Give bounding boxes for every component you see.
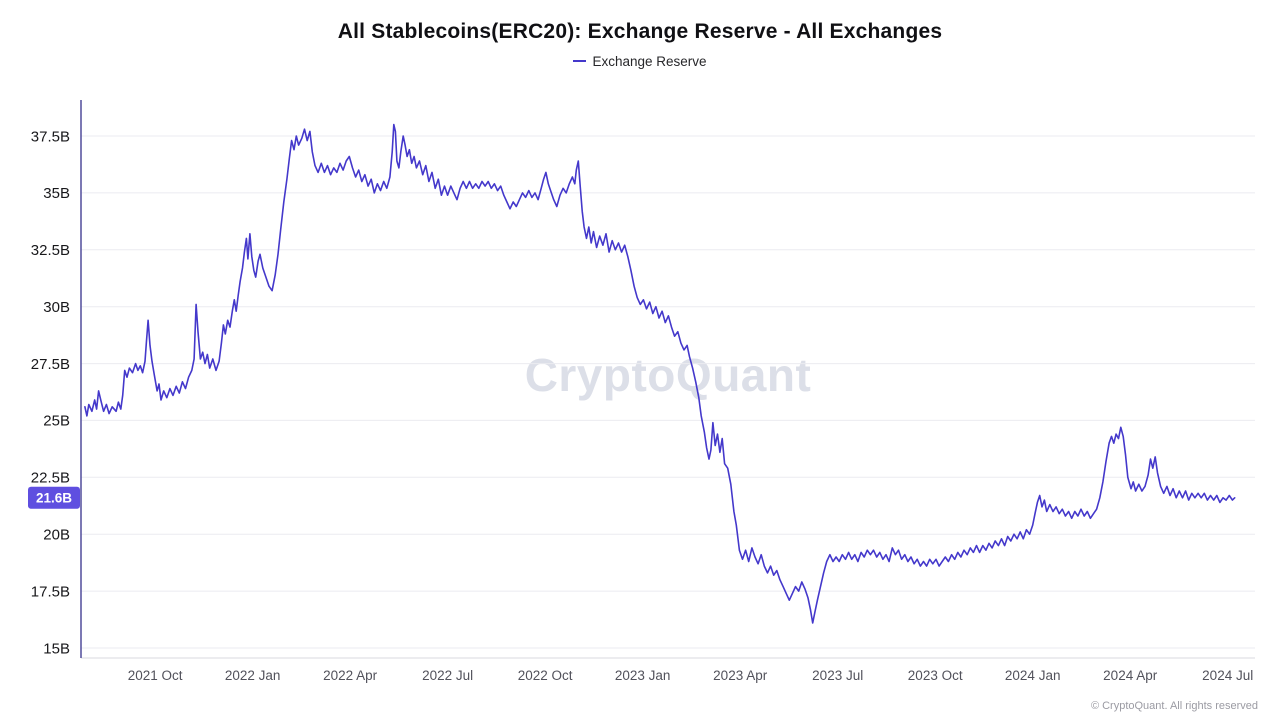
y-tick-label: 22.5B	[31, 470, 70, 487]
x-tick-label: 2024 Apr	[1103, 668, 1158, 683]
x-tick-label: 2022 Oct	[518, 668, 573, 683]
y-tick-label: 25B	[43, 413, 70, 430]
x-tick-label: 2022 Jan	[225, 668, 281, 683]
y-tick-label: 15B	[43, 640, 70, 657]
y-tick-label: 27.5B	[31, 356, 70, 373]
x-tick-label: 2023 Jul	[812, 668, 863, 683]
y-tick-label: 20B	[43, 526, 70, 543]
y-tick-label: 37.5B	[31, 128, 70, 145]
y-tick-label: 17.5B	[31, 583, 70, 600]
y-tick-label: 32.5B	[31, 242, 70, 259]
current-value-label: 21.6B	[36, 491, 72, 506]
x-tick-label: 2021 Oct	[128, 668, 183, 683]
x-tick-label: 2023 Oct	[908, 668, 963, 683]
x-tick-label: 2022 Jul	[422, 668, 473, 683]
legend-line-icon	[573, 60, 587, 63]
page-title: All Stablecoins(ERC20): Exchange Reserve…	[337, 20, 943, 43]
exchange-reserve-series	[84, 123, 1236, 624]
current-value-badge: 21.6B	[28, 486, 80, 509]
y-tick-label: 35B	[43, 185, 70, 202]
legend-item-exchange-reserve[interactable]: Exchange Reserve	[0, 54, 1280, 69]
y-tick-label: 30B	[43, 299, 70, 316]
copyright-notice: © CryptoQuant. All rights reserved	[1090, 700, 1258, 712]
legend-label: Exchange Reserve	[592, 54, 707, 69]
cryptoquant-watermark: CryptoQuant	[524, 349, 812, 401]
x-tick-label: 2023 Jan	[615, 668, 671, 683]
x-tick-label: 2022 Apr	[323, 668, 378, 683]
x-tick-label: 2024 Jul	[1202, 668, 1253, 683]
x-tick-label: 2023 Apr	[713, 668, 768, 683]
x-tick-label: 2024 Jan	[1005, 668, 1061, 683]
